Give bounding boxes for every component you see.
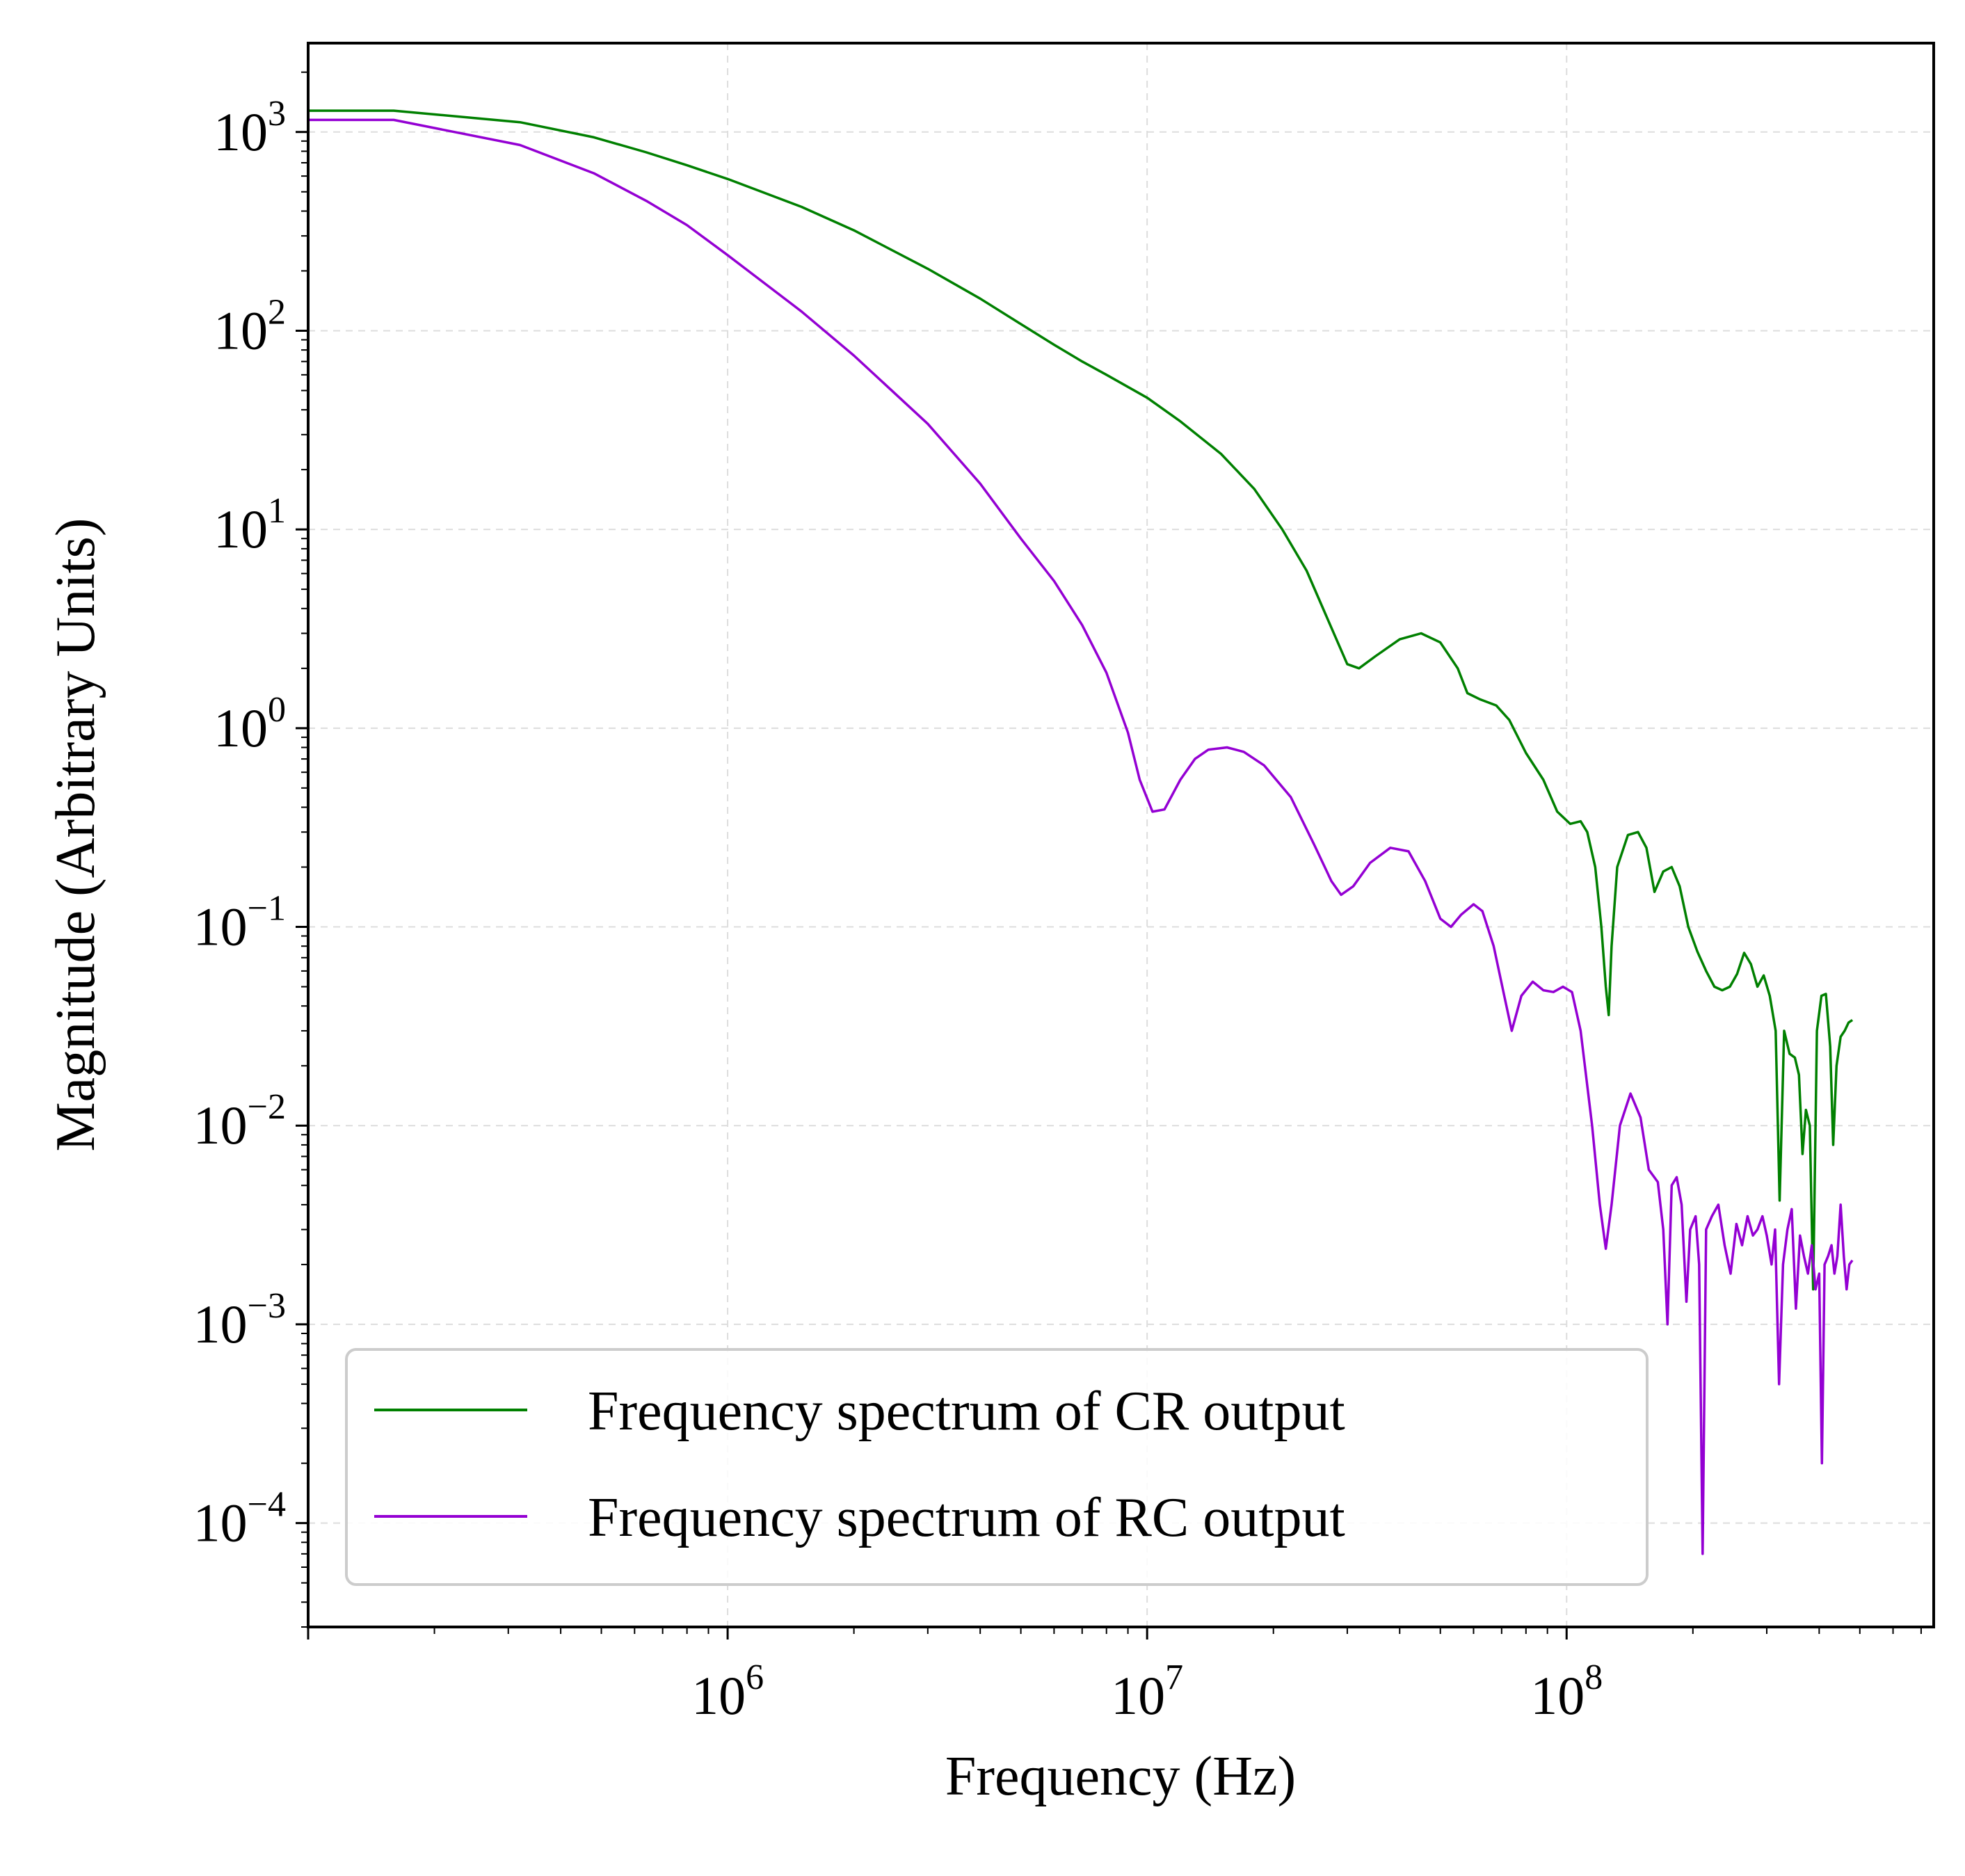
- y-tick-label-base: 10: [214, 499, 268, 559]
- plot-frame: [307, 42, 1935, 1628]
- y-tick-label: 10−3: [193, 1286, 286, 1354]
- x-tick-label: 107: [1111, 1658, 1183, 1726]
- y-tick-label-exponent: 2: [268, 292, 286, 332]
- series-line-cr: [308, 109, 1854, 1291]
- grid-lines: [307, 43, 1934, 1627]
- y-tick-label: 103: [214, 94, 286, 162]
- y-tick-label: 101: [214, 491, 286, 559]
- y-tick-label-base: 10: [193, 1493, 248, 1553]
- axis-ticks: [296, 71, 1922, 1640]
- y-tick-label-base: 10: [214, 300, 268, 360]
- y-tick-label-exponent: 3: [268, 94, 286, 134]
- legend-box: [345, 1348, 1649, 1586]
- legend: Frequency spectrum of CR output Frequenc…: [345, 1348, 1649, 1586]
- x-tick-label: 108: [1530, 1658, 1603, 1726]
- y-tick-label: 102: [214, 292, 286, 360]
- y-tick-label-exponent: −2: [248, 1087, 286, 1127]
- series-line-rc: [308, 118, 1854, 1555]
- y-tick-label-exponent: 1: [268, 491, 286, 531]
- x-tick-label-base: 10: [1111, 1665, 1165, 1726]
- x-tick-label: 106: [691, 1658, 764, 1726]
- y-tick-label: 100: [214, 690, 286, 758]
- y-tick-label-exponent: −1: [248, 889, 286, 929]
- y-tick-label-base: 10: [193, 897, 248, 957]
- x-tick-label-base: 10: [691, 1665, 746, 1726]
- series-layer: [308, 109, 1854, 1555]
- y-tick-label-exponent: −4: [248, 1485, 286, 1525]
- x-tick-label-exponent: 8: [1585, 1658, 1603, 1697]
- y-tick-label-base: 10: [193, 1095, 248, 1155]
- x-tick-label-base: 10: [1530, 1665, 1585, 1726]
- legend-label-cr: Frequency spectrum of CR output: [588, 1381, 1345, 1442]
- y-tick-label-base: 10: [214, 102, 268, 162]
- y-tick-label-base: 10: [214, 698, 268, 758]
- x-axis-title: Frequency (Hz): [945, 1746, 1296, 1807]
- y-axis-title: Magnitude (Arbitrary Units): [45, 518, 106, 1152]
- y-tick-label-exponent: −3: [248, 1286, 286, 1326]
- y-tick-label-exponent: 0: [268, 690, 286, 730]
- y-tick-label: 10−2: [193, 1087, 286, 1155]
- x-tick-label-exponent: 6: [746, 1658, 764, 1697]
- legend-label-rc: Frequency spectrum of RC output: [588, 1487, 1345, 1548]
- y-tick-label: 10−1: [193, 889, 286, 957]
- y-tick-label-base: 10: [193, 1294, 248, 1354]
- y-tick-label: 10−4: [193, 1485, 286, 1553]
- x-tick-label-exponent: 7: [1165, 1658, 1183, 1697]
